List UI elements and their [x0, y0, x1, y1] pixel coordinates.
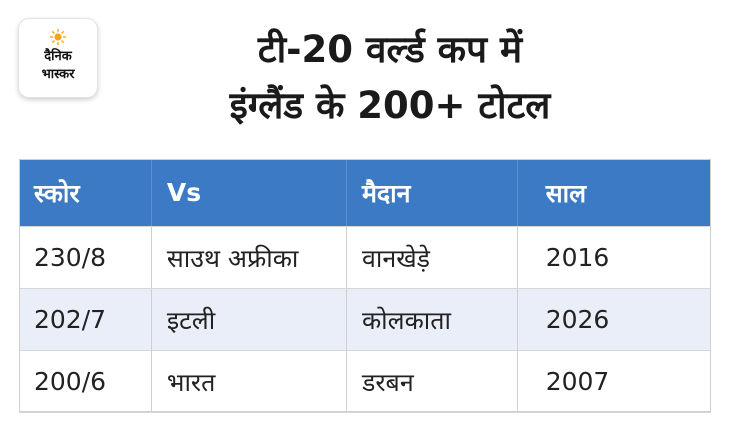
logo-text-line2: भास्कर: [41, 67, 75, 82]
table-header-row: स्कोर Vs मैदान साल: [19, 159, 711, 227]
header-year: साल: [517, 159, 711, 227]
cell-opponent: इटली: [151, 288, 347, 351]
cell-venue: वानखेड़े: [346, 226, 518, 289]
cell-score: 200/6: [19, 350, 152, 413]
table-row: 200/6 भारत डरबन 2007: [19, 350, 711, 413]
cell-year: 2016: [517, 226, 711, 289]
logo-text-line1: दैनिक: [44, 49, 72, 64]
table-row: 230/8 साउथ अफ्रीका वानखेड़े 2016: [19, 226, 711, 289]
header-venue: मैदान: [346, 159, 518, 227]
table-row: 202/7 इटली कोलकाता 2026: [19, 288, 711, 351]
cell-opponent: साउथ अफ्रीका: [151, 226, 347, 289]
scores-table: स्कोर Vs मैदान साल 230/8 साउथ अफ्रीका वा…: [19, 159, 711, 413]
cell-opponent: भारत: [151, 350, 347, 413]
cell-score: 230/8: [19, 226, 152, 289]
cell-year: 2026: [517, 288, 711, 351]
cell-venue: कोलकाता: [346, 288, 518, 351]
cell-year: 2007: [517, 350, 711, 413]
cell-venue: डरबन: [346, 350, 518, 413]
page-title: टी-20 वर्ल्ड कप में इंग्लैंड के 200+ टोट…: [120, 22, 660, 134]
title-line2: इंग्लैंड के 200+ टोटल: [229, 84, 551, 127]
header-opponent: Vs: [151, 159, 347, 227]
cell-score: 202/7: [19, 288, 152, 351]
dainik-bhaskar-logo: दैनिक भास्कर: [19, 19, 97, 97]
title-line1: टी-20 वर्ल्ड कप में: [257, 28, 523, 71]
header-score: स्कोर: [19, 159, 152, 227]
sun-icon: [50, 29, 66, 45]
